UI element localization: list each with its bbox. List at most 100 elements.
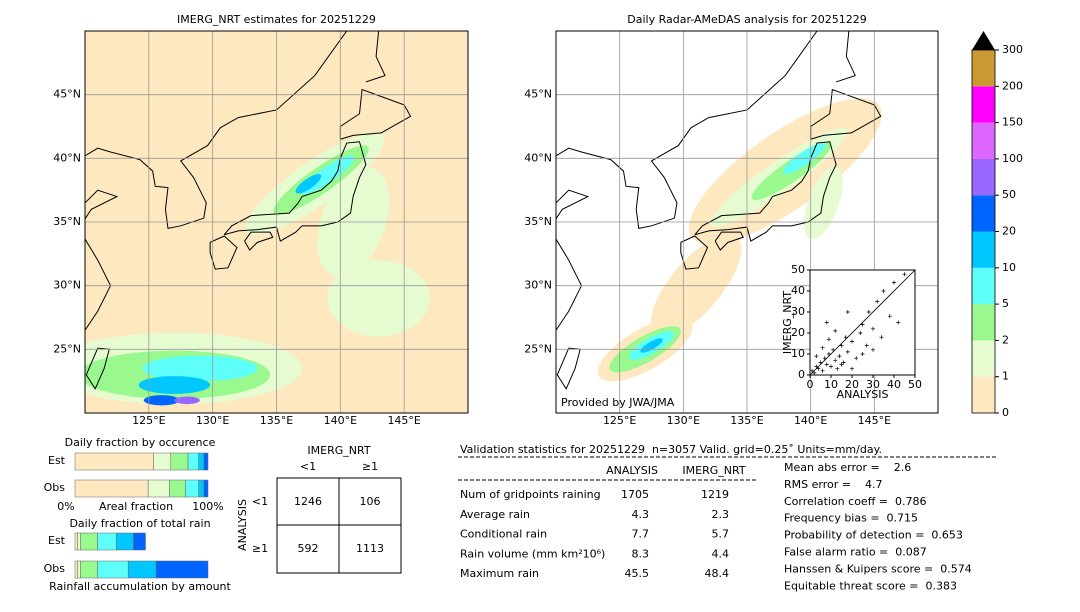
scatter-point bbox=[831, 347, 836, 352]
axis-label: 0% bbox=[57, 500, 74, 513]
fraction-segment bbox=[153, 452, 172, 471]
score: Hanssen & Kuipers score = 0.574 bbox=[784, 562, 972, 575]
scatter-point bbox=[881, 289, 886, 293]
score: Frequency bias = 0.715 bbox=[784, 512, 918, 525]
scatter-point bbox=[826, 352, 831, 356]
fraction-segment bbox=[77, 560, 81, 579]
scatter-point bbox=[871, 347, 875, 352]
scatter-point bbox=[887, 314, 892, 319]
colorbar-segment bbox=[972, 50, 995, 87]
colorbar-segment bbox=[972, 195, 995, 232]
stat-value: 48.4 bbox=[705, 567, 730, 580]
scatter-point bbox=[822, 356, 827, 361]
scatter-point bbox=[860, 322, 865, 327]
fraction-segment bbox=[74, 479, 149, 498]
scatter-point bbox=[814, 364, 819, 369]
colorbar-label: 150 bbox=[1002, 116, 1023, 129]
lon-label: 140°E bbox=[324, 414, 357, 427]
lon-label: 140°E bbox=[794, 414, 827, 427]
fraction-segment bbox=[198, 452, 205, 471]
axis-label: 100% bbox=[192, 500, 223, 513]
colorbar-segment bbox=[972, 158, 995, 196]
fraction-segment bbox=[198, 479, 205, 498]
fraction-segment bbox=[115, 532, 134, 551]
lat-label: 30°N bbox=[524, 279, 552, 292]
colorbar-label: 300 bbox=[1002, 43, 1023, 56]
colorbar-segment bbox=[972, 376, 995, 413]
scatter-point bbox=[837, 354, 842, 359]
lat-label: 30°N bbox=[53, 279, 81, 292]
scatter-point bbox=[860, 352, 865, 356]
fraction-segment bbox=[80, 532, 98, 551]
lat-label: 45°N bbox=[53, 88, 81, 101]
colorbar-label: 200 bbox=[1002, 79, 1023, 92]
x-tick-label: 20 bbox=[845, 378, 859, 391]
score: RMS error = 4.7 bbox=[784, 478, 882, 491]
colorbar-label: 1 bbox=[1002, 370, 1009, 383]
scatter-point bbox=[818, 360, 823, 365]
fraction-segment bbox=[127, 560, 157, 579]
coastline bbox=[694, 141, 837, 242]
credit: Provided by JWA/JMA bbox=[561, 396, 675, 409]
scatter-point bbox=[875, 299, 880, 304]
fraction-segment bbox=[155, 560, 209, 579]
stat-value: 45.5 bbox=[625, 567, 650, 580]
map-frame bbox=[555, 30, 939, 414]
fraction-segment bbox=[133, 532, 146, 551]
scatter-point bbox=[850, 366, 854, 371]
scatter-point bbox=[854, 356, 859, 361]
lon-label: 135°E bbox=[260, 414, 293, 427]
scatter-point bbox=[845, 310, 850, 314]
coastline bbox=[244, 231, 274, 251]
scatter-point bbox=[812, 370, 817, 375]
colorbar-segment bbox=[972, 122, 995, 159]
x-tick-label: 50 bbox=[908, 378, 922, 391]
scatter-point bbox=[839, 362, 844, 367]
panel-title: Daily fraction by occurence bbox=[65, 436, 216, 449]
table-cell: 1113 bbox=[356, 542, 384, 555]
row-title: ANALYSIS bbox=[236, 499, 249, 551]
stat-label: Conditional rain bbox=[460, 528, 547, 541]
scatter-point bbox=[864, 343, 869, 348]
lon-label: 125°E bbox=[603, 414, 636, 427]
fraction-segment bbox=[74, 532, 78, 551]
rain-area bbox=[803, 166, 843, 240]
stat-value: 8.3 bbox=[632, 547, 650, 560]
y-tick-label: 40 bbox=[791, 284, 805, 297]
map-layer bbox=[85, 31, 468, 413]
table-title: IMERG_NRT bbox=[307, 444, 370, 457]
lat-label: 45°N bbox=[524, 88, 552, 101]
scatter-point bbox=[845, 349, 850, 354]
map-frame bbox=[84, 30, 469, 414]
lat-label: 25°N bbox=[524, 342, 552, 355]
scatter-point bbox=[858, 331, 863, 335]
scatter-point bbox=[829, 364, 833, 369]
y-axis-label: IMERG_NRT bbox=[781, 291, 794, 354]
colorbar-label: 100 bbox=[1002, 152, 1023, 165]
x-axis-label: ANALYSIS bbox=[837, 388, 889, 401]
table-cell: 592 bbox=[298, 542, 319, 555]
colorbar-segment bbox=[972, 304, 995, 341]
rain-area bbox=[142, 355, 258, 382]
rain-area bbox=[174, 396, 200, 405]
coastline bbox=[680, 235, 709, 270]
coastline bbox=[714, 231, 744, 251]
coastline bbox=[556, 189, 590, 331]
coastline bbox=[835, 31, 856, 83]
colorbar-label: 10 bbox=[1002, 261, 1016, 274]
stat-value: 7.7 bbox=[632, 528, 650, 541]
y-tick-label: 50 bbox=[791, 263, 805, 276]
scatter-point bbox=[824, 362, 829, 367]
column-header: IMERG_NRT bbox=[682, 464, 745, 477]
fraction-segment bbox=[77, 532, 81, 551]
colorbar-label: 20 bbox=[1002, 225, 1016, 238]
stat-label: Rain volume (mm km²10⁶) bbox=[460, 547, 605, 560]
column-header: ANALYSIS bbox=[606, 464, 658, 477]
fraction-segment bbox=[203, 479, 209, 498]
coastline bbox=[85, 189, 119, 331]
lat-label: 40°N bbox=[524, 151, 552, 164]
fraction-segment bbox=[187, 452, 199, 471]
colorbar-segment bbox=[972, 340, 995, 377]
x-tick-label: 10 bbox=[824, 378, 838, 391]
lon-label: 130°E bbox=[196, 414, 229, 427]
